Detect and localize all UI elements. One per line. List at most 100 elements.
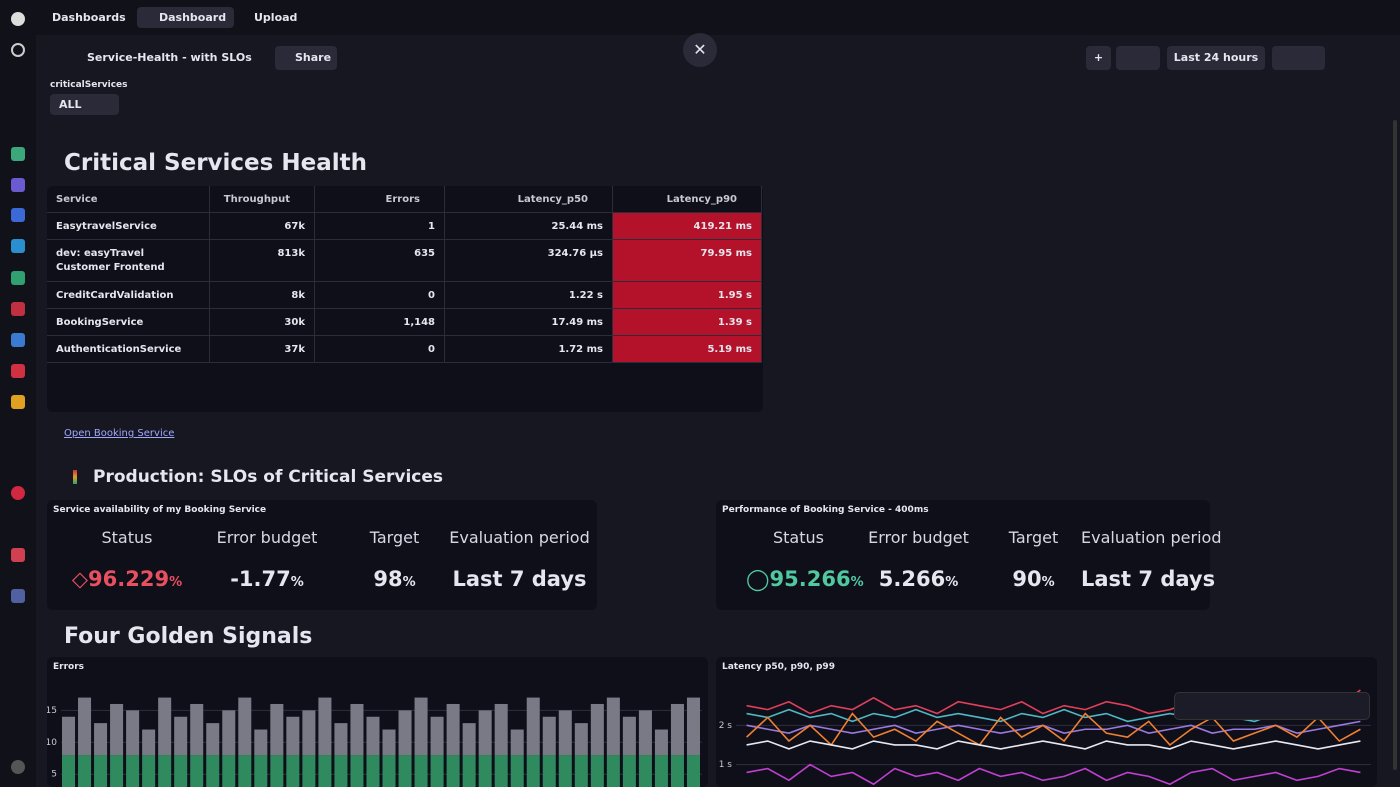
- app-icon[interactable]: [11, 271, 25, 285]
- bar-segment: [174, 717, 187, 755]
- table-cell: 79.95 ms: [613, 240, 762, 282]
- table-cell: 813k: [210, 240, 315, 282]
- segment-button[interactable]: [1116, 46, 1160, 70]
- bar-segment: [254, 755, 267, 787]
- bar-segment: [366, 755, 379, 787]
- slo-value: 5.266%: [851, 567, 986, 591]
- link[interactable]: Open Booking Service: [64, 428, 174, 439]
- bar-segment: [543, 755, 556, 787]
- y-tick-label: 10: [47, 738, 57, 748]
- app-icon[interactable]: [11, 395, 25, 409]
- refresh-button[interactable]: [1272, 46, 1325, 70]
- tab[interactable]: Dashboard: [137, 7, 234, 28]
- bar-segment: [495, 755, 508, 787]
- logo[interactable]: [11, 12, 25, 26]
- bar-segment: [543, 717, 556, 755]
- bar-segment: [575, 755, 588, 787]
- bar-segment: [399, 755, 412, 787]
- bar-segment: [463, 723, 476, 755]
- bar-segment: [158, 755, 171, 787]
- slo-card: Service availability of my Booking Servi…: [47, 500, 597, 610]
- scrollbar[interactable]: [1393, 120, 1397, 770]
- bar-segment: [110, 755, 123, 787]
- table-cell: 1: [315, 213, 445, 240]
- bar-segment: [479, 755, 492, 787]
- tab[interactable]: Upload: [234, 7, 305, 28]
- bar-segment: [415, 755, 428, 787]
- app-icon[interactable]: [11, 589, 25, 603]
- bar-segment: [286, 755, 299, 787]
- bar-segment: [126, 755, 139, 787]
- chart-toolbar[interactable]: [1174, 692, 1370, 720]
- table-cell: 635: [315, 240, 445, 282]
- table-cell: 1.39 s: [613, 309, 762, 336]
- bar-segment: [655, 730, 668, 756]
- app-icon[interactable]: [11, 178, 25, 192]
- bar-segment: [655, 755, 668, 787]
- bar-segment: [591, 755, 604, 787]
- avatar[interactable]: [11, 760, 25, 774]
- bar-segment: [62, 717, 75, 755]
- bar-segment: [350, 704, 363, 755]
- bar-segment: [527, 698, 540, 755]
- app-icon[interactable]: [11, 364, 25, 378]
- table-cell: CreditCardValidation: [47, 282, 210, 309]
- add-button[interactable]: +: [1086, 46, 1111, 70]
- share-button[interactable]: Share: [275, 46, 337, 70]
- y-tick-label: 2 s: [719, 721, 733, 731]
- table-cell: dev: easyTravel Customer Frontend: [47, 240, 210, 282]
- sidebar: [0, 0, 36, 787]
- timeframe[interactable]: Last 24 hours: [1167, 46, 1265, 70]
- heading: Production: SLOs of Critical Services: [93, 467, 443, 487]
- app-icon[interactable]: [11, 208, 25, 222]
- search-icon[interactable]: [11, 43, 25, 57]
- slo-card: Performance of Booking Service - 400msSt…: [716, 500, 1210, 610]
- bar-segment: [206, 755, 219, 787]
- bar-segment: [671, 755, 684, 787]
- y-tick-label: 1 s: [719, 760, 733, 770]
- y-tick-label: 5: [51, 770, 57, 780]
- app-icon[interactable]: [11, 239, 25, 253]
- bar-segment: [334, 755, 347, 787]
- bar-segment: [383, 730, 396, 756]
- close-button[interactable]: ✕: [683, 33, 717, 67]
- column-header: Latency_p90: [613, 186, 762, 213]
- app-icon[interactable]: [11, 333, 25, 347]
- bar-segment: [671, 704, 684, 755]
- tab[interactable]: Dashboards: [44, 7, 134, 28]
- dashboard-title[interactable]: Service-Health - with SLOs: [87, 51, 252, 64]
- bar-segment: [591, 704, 604, 755]
- bar-segment: [142, 755, 155, 787]
- variable-select[interactable]: ALL: [50, 94, 119, 115]
- bar-segment: [479, 710, 492, 755]
- chart: 1 s 2 s: [716, 657, 1377, 787]
- slo-number: 95.266: [770, 567, 851, 591]
- app-icon[interactable]: [11, 548, 25, 562]
- bar-segment: [142, 730, 155, 756]
- table-cell: BookingService: [47, 309, 210, 336]
- bar-segment: [447, 704, 460, 755]
- bar-segment: [366, 717, 379, 755]
- slo-label: Evaluation period: [442, 528, 597, 547]
- column-header: Service: [47, 186, 210, 213]
- bar-segment: [527, 755, 540, 787]
- table-cell: 1.95 s: [613, 282, 762, 309]
- bar-segment: [94, 723, 107, 755]
- table-cell: 1.22 s: [445, 282, 613, 309]
- bar-segment: [302, 710, 315, 755]
- column-header: Errors: [315, 186, 445, 213]
- bar-segment: [286, 717, 299, 755]
- bar-segment: [78, 755, 91, 787]
- slo-unit: %: [169, 575, 182, 590]
- slo-unit: %: [945, 575, 958, 590]
- app-icon[interactable]: [11, 486, 25, 500]
- app-icon[interactable]: [11, 147, 25, 161]
- table-cell: 17.49 ms: [445, 309, 613, 336]
- bar-segment: [174, 755, 187, 787]
- app-icon[interactable]: [11, 302, 25, 316]
- bar-segment: [383, 755, 396, 787]
- chart-card: Errors51015: [47, 657, 708, 787]
- slo-label: Error budget: [187, 528, 347, 547]
- bar-segment: [575, 723, 588, 755]
